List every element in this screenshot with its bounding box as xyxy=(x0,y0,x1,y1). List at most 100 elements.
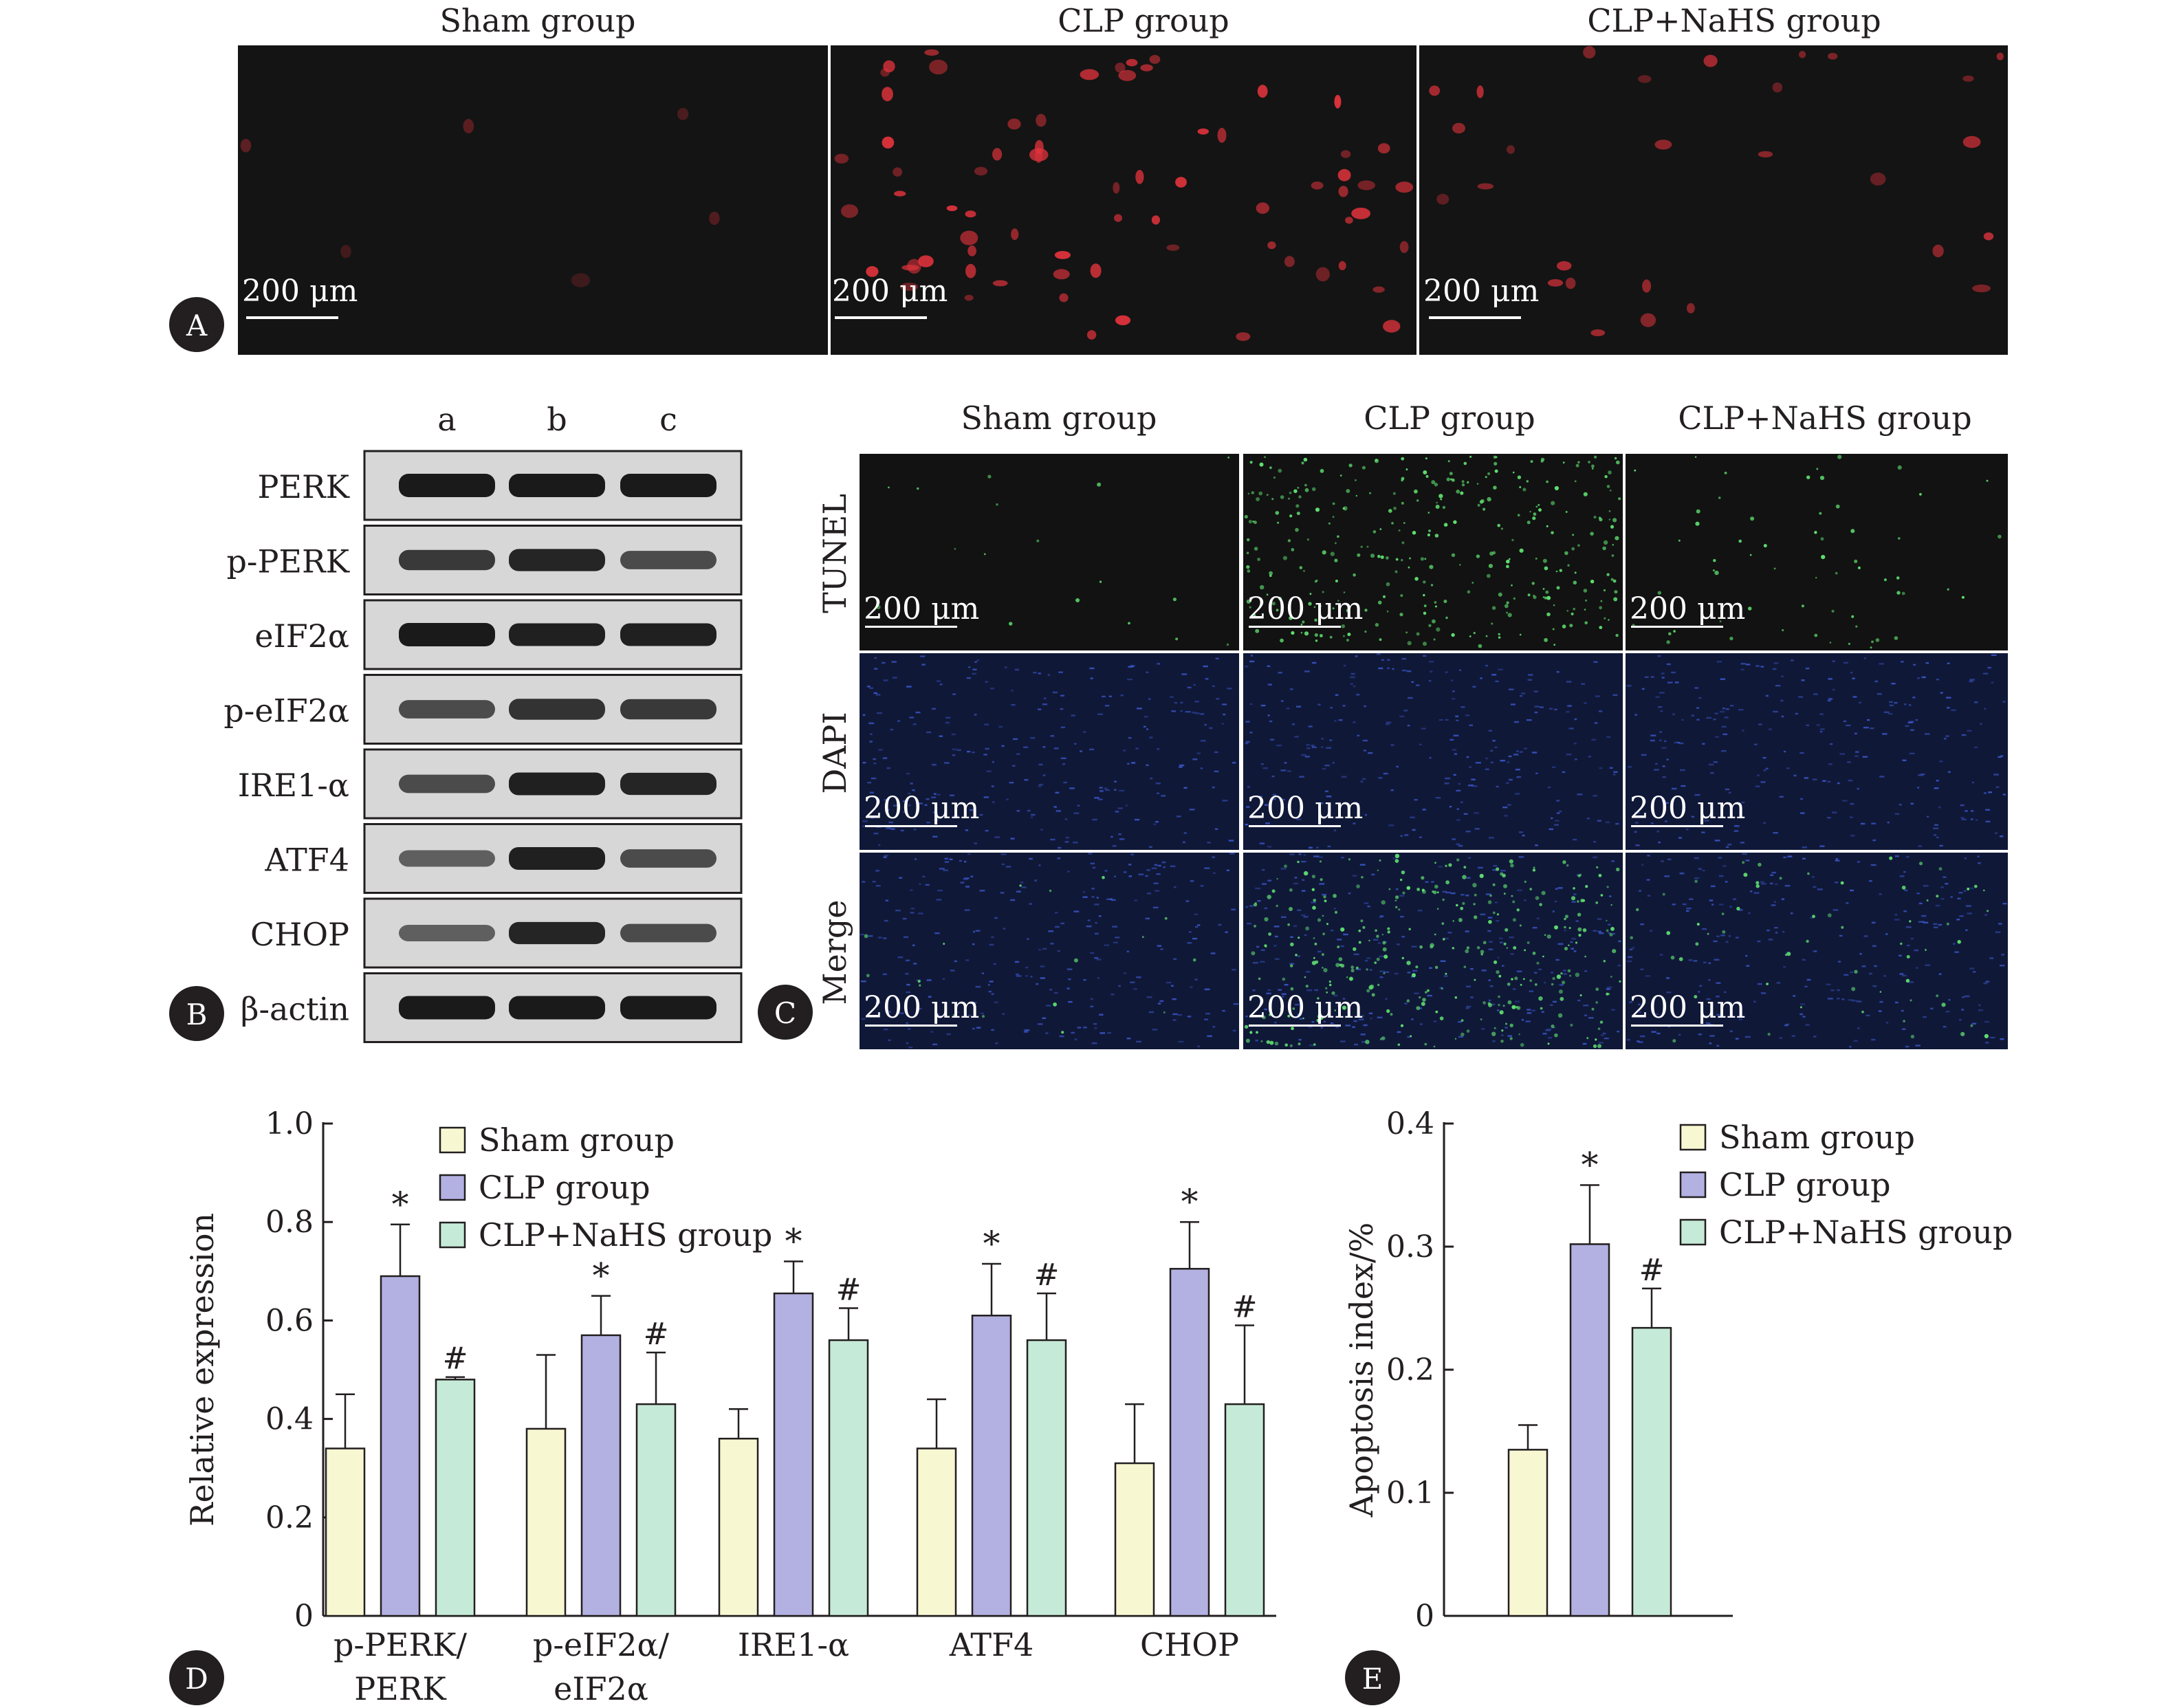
bar xyxy=(525,1427,567,1617)
scale-bar xyxy=(1631,626,1723,628)
y-tick-label: 0.1 xyxy=(1386,1476,1434,1511)
stained-cell xyxy=(1114,214,1122,222)
stained-cell xyxy=(1686,303,1695,314)
bar xyxy=(1026,1339,1067,1617)
stained-cell xyxy=(1334,95,1342,109)
panel-a-image-clp-nahs xyxy=(1419,45,2008,355)
blot-band xyxy=(399,623,495,646)
stained-cell xyxy=(1772,82,1783,93)
y-axis-label: Relative expression xyxy=(184,1213,221,1526)
stained-cell xyxy=(907,259,921,274)
stained-cell xyxy=(1036,113,1047,127)
blot-band xyxy=(509,921,605,945)
stained-cell xyxy=(1996,52,2004,61)
chart-e-bars: *# xyxy=(1507,1146,1672,1617)
blot-row: CHOP xyxy=(250,897,743,969)
bar xyxy=(1224,1403,1265,1617)
stained-cell xyxy=(1311,182,1324,190)
blot-band xyxy=(509,699,605,720)
stained-cell xyxy=(1175,177,1187,188)
stained-cell xyxy=(1351,208,1370,219)
legend-swatch xyxy=(439,1126,466,1154)
stained-cell xyxy=(841,204,858,218)
chart-d-axes: 0 0.2 0.4 0.6 0.8 1.0 Relative expression p-PER… xyxy=(184,1106,1276,1707)
y-tick-label: 0.2 xyxy=(265,1500,314,1535)
blot-band xyxy=(620,474,716,497)
stained-cell xyxy=(1507,145,1515,154)
stained-cell xyxy=(1345,217,1353,224)
stained-cell xyxy=(1257,85,1268,98)
blot-band xyxy=(509,623,605,646)
scale-bar xyxy=(1631,825,1723,827)
row-label-merge: Merge xyxy=(816,900,853,1005)
stained-cell xyxy=(1080,69,1100,80)
stained-cell xyxy=(1547,279,1564,287)
stained-cell xyxy=(1284,256,1295,267)
panel-label-circle xyxy=(169,1650,224,1705)
error-bar xyxy=(336,1393,355,1449)
micrograph-dapi: 200 μm xyxy=(1243,653,1623,850)
panel-c: Sham group CLP group CLP+NaHS group 200 … xyxy=(756,385,2166,1066)
bar xyxy=(916,1447,957,1617)
scale-bar xyxy=(1249,626,1341,628)
stained-cell xyxy=(1357,180,1375,190)
category-label: p-eIF2α/ xyxy=(533,1626,670,1663)
micrograph-tunel: 200 μm xyxy=(1243,454,1623,650)
scale-bar xyxy=(246,316,338,319)
bar xyxy=(1507,1449,1549,1617)
legend-label: CLP+NaHS group xyxy=(1719,1214,2013,1251)
micrograph-dapi: 200 μm xyxy=(860,653,1239,850)
chart-e-legend: Sham group CLP group CLP+NaHS group xyxy=(1679,1119,2013,1251)
panel-c-column-titles: Sham group CLP group CLP+NaHS group xyxy=(961,399,1971,437)
panel-a-column-titles: Sham group CLP group CLP+NaHS group xyxy=(439,2,1881,39)
micrograph-tunel: 200 μm xyxy=(860,454,1239,650)
stained-cell xyxy=(900,283,919,291)
error-bar xyxy=(446,1376,465,1380)
panel-a-stain-sham xyxy=(240,107,720,287)
stained-cell xyxy=(1059,293,1069,303)
significance-mark: * xyxy=(983,1224,1000,1264)
chart-e-axes: 0 0.1 0.2 0.3 0.4 Apoptosis index/% xyxy=(1343,1106,1733,1634)
lane-label: b xyxy=(547,401,567,438)
scale-bar-label: 200 μm xyxy=(1630,791,1745,826)
stained-cell xyxy=(1870,173,1886,186)
scale-bar xyxy=(865,825,957,827)
stained-cell xyxy=(1565,277,1576,289)
legend-swatch xyxy=(1679,1218,1707,1246)
panel-a-svg: Sham group CLP group CLP+NaHS group 200 … xyxy=(169,2,2008,355)
error-bar xyxy=(729,1408,748,1439)
significance-mark: # xyxy=(1639,1253,1665,1288)
legend-label: CLP group xyxy=(1719,1166,1891,1203)
protein-label: p-PERK xyxy=(226,543,350,580)
chart-d-legend: Sham group CLP group CLP+NaHS group xyxy=(439,1121,772,1253)
stained-cell xyxy=(974,166,988,176)
stained-cell xyxy=(894,190,906,197)
panel-c-row-labels: TUNEL DAPI Merge xyxy=(816,494,853,1005)
stained-cell xyxy=(1217,127,1227,143)
stained-cell xyxy=(1151,215,1160,225)
scale-bar-label: 200 μm xyxy=(864,591,979,626)
stained-cell xyxy=(1932,244,1944,258)
stained-cell xyxy=(964,294,974,301)
error-bar xyxy=(391,1223,410,1276)
blot-row: IRE1-α xyxy=(238,748,743,820)
panel-label-c: C xyxy=(774,996,796,1030)
panel-label-a: A xyxy=(186,309,208,342)
stained-cell xyxy=(1983,232,1994,241)
blot-row: p-PERK xyxy=(226,525,743,595)
significance-mark: # xyxy=(1232,1290,1258,1325)
stained-cell xyxy=(967,245,976,256)
scale-bar-label: 200 μm xyxy=(864,791,979,826)
significance-mark: * xyxy=(1181,1182,1199,1222)
panel-c-image-grid: 200 μm 200 μm 200 μm 200 μm 200 μm 200 μm 200 … xyxy=(860,454,2008,1049)
panel-a-title-sham: Sham group xyxy=(439,2,635,39)
stained-cell xyxy=(882,136,895,149)
scale-bar xyxy=(865,626,957,628)
stained-cell xyxy=(1029,148,1049,162)
stained-cell xyxy=(1477,183,1494,190)
stained-cell xyxy=(1429,85,1441,96)
bar xyxy=(325,1447,366,1617)
panel-a-scale-bars: 200 μm 200 μm 200 μm xyxy=(242,274,1539,319)
lane-label: c xyxy=(659,401,677,438)
